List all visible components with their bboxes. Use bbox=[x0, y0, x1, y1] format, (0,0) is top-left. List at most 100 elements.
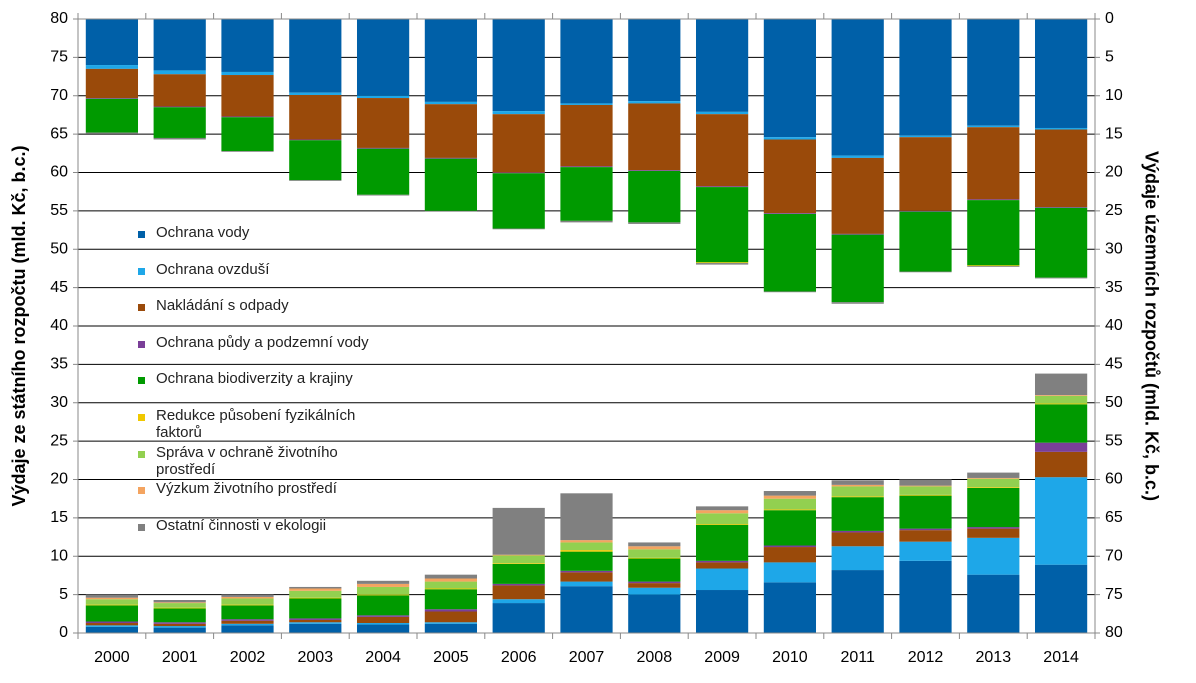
bar-segment-y2 bbox=[560, 19, 613, 104]
x-tick-label: 2003 bbox=[298, 649, 334, 666]
bar-segment bbox=[628, 587, 681, 595]
y-tick-label: 45 bbox=[50, 279, 68, 296]
legend-item: Redukce působení fyzikálních faktorů bbox=[138, 405, 378, 442]
bar-segment bbox=[289, 619, 342, 623]
bar-segment bbox=[424, 581, 478, 589]
bar-segment bbox=[492, 599, 545, 604]
bar-segment bbox=[831, 530, 884, 533]
y-tick-label: 75 bbox=[50, 49, 68, 66]
legend-item: Ochrana půdy a podzemní vody bbox=[138, 332, 378, 369]
bar-segment-y2 bbox=[695, 114, 749, 187]
x-tick-label: 2006 bbox=[501, 649, 537, 666]
bar-segment-y2 bbox=[695, 262, 749, 264]
legend-item: Ochrana ovzduší bbox=[138, 259, 378, 296]
bar-segment bbox=[695, 524, 749, 561]
legend-label: Ochrana vody bbox=[156, 224, 250, 241]
bar-segment-y2 bbox=[424, 19, 478, 102]
bar-segment-y2 bbox=[356, 95, 410, 99]
legend-label: Ochrana ovzduší bbox=[156, 260, 270, 278]
bar-segment bbox=[289, 597, 342, 599]
bar-segment-y2 bbox=[85, 98, 139, 99]
bar-segment bbox=[695, 568, 749, 591]
bar-segment-y2 bbox=[424, 101, 478, 105]
bar-segment bbox=[967, 487, 1020, 488]
bar-segment bbox=[153, 623, 206, 627]
bar-segment bbox=[221, 596, 274, 599]
y2-tick-label: 10 bbox=[1105, 87, 1123, 104]
bar-segment-y2 bbox=[153, 19, 206, 71]
bar-segment-y2 bbox=[221, 116, 274, 118]
bar-segment bbox=[967, 472, 1020, 478]
bar-segment bbox=[1034, 564, 1088, 633]
y2-tick-label: 45 bbox=[1105, 356, 1123, 373]
bar-segment bbox=[763, 562, 817, 583]
bar-segment bbox=[560, 493, 613, 541]
y-tick-label: 50 bbox=[50, 240, 68, 257]
bar-segment-y2 bbox=[85, 65, 139, 69]
bar-segment bbox=[221, 605, 274, 620]
legend-swatch bbox=[138, 267, 145, 275]
x-tick-label: 2002 bbox=[230, 649, 266, 666]
bar-segment bbox=[424, 623, 478, 633]
bar-segment bbox=[153, 626, 206, 628]
bar-segment bbox=[628, 542, 681, 547]
bar-segment bbox=[153, 603, 206, 608]
y2-tick-label: 50 bbox=[1105, 394, 1123, 411]
bar-segment-y2 bbox=[560, 166, 613, 168]
bar-segment bbox=[899, 485, 952, 487]
y-tick-label: 70 bbox=[50, 87, 68, 104]
legend-item: Výzkum životního prostředí bbox=[138, 478, 378, 515]
bar-segment bbox=[424, 574, 478, 579]
bar-segment bbox=[967, 527, 1020, 529]
bar-segment bbox=[153, 627, 206, 633]
bar-segment bbox=[492, 585, 545, 600]
bar-segment-y2 bbox=[763, 139, 817, 214]
bar-segment bbox=[221, 620, 274, 624]
y-tick-label: 0 bbox=[59, 624, 68, 641]
bar-segment bbox=[289, 622, 342, 624]
bar-segment-y2 bbox=[492, 111, 545, 115]
bar-segment bbox=[967, 478, 1020, 488]
bar-segment bbox=[85, 626, 139, 633]
bar-segment-y2 bbox=[899, 211, 952, 272]
bar-segment bbox=[153, 602, 206, 604]
y-tick-label: 20 bbox=[50, 471, 68, 488]
legend-label: Redukce působení fyzikálních faktorů bbox=[156, 406, 356, 441]
bar-segment bbox=[560, 570, 613, 573]
bar-segment bbox=[831, 570, 884, 633]
bar-segment-y2 bbox=[492, 114, 545, 173]
bar-segment-y2 bbox=[85, 68, 139, 99]
y2-tick-label: 80 bbox=[1105, 624, 1123, 641]
y2-axis-title: Výdaje územních rozpočtů (mld. Kč, b.c.) bbox=[1141, 151, 1161, 501]
bar-segment bbox=[1034, 451, 1088, 478]
bar-segment-y2 bbox=[424, 210, 478, 212]
bar-segment bbox=[356, 580, 410, 584]
y-tick-label: 65 bbox=[50, 125, 68, 142]
bar-segment bbox=[1034, 373, 1088, 396]
bar-segment bbox=[695, 506, 749, 511]
bar-segment bbox=[831, 546, 884, 571]
y-tick-label: 80 bbox=[50, 10, 68, 27]
bar-segment bbox=[289, 618, 342, 620]
legend-item: Nakládání s odpady bbox=[138, 295, 378, 332]
legend-item: Ochrana biodiverzity a krajiny bbox=[138, 368, 378, 405]
bar-segment-y2 bbox=[695, 186, 749, 188]
bar-segment-y2 bbox=[628, 101, 681, 104]
bar-segment-y2 bbox=[967, 266, 1020, 267]
bar-segment-y2 bbox=[85, 98, 139, 133]
legend-swatch bbox=[138, 450, 145, 458]
bar-segment bbox=[153, 607, 206, 609]
bar-segment-y2 bbox=[831, 19, 884, 156]
bar-segment bbox=[628, 557, 681, 559]
bar-segment-y2 bbox=[1034, 129, 1088, 208]
bar-segment bbox=[763, 547, 817, 563]
bar-segment bbox=[560, 572, 613, 582]
bar-segment bbox=[289, 590, 342, 598]
bar-segment-y2 bbox=[763, 137, 817, 140]
bar-segment bbox=[356, 615, 410, 617]
bar-segment-y2 bbox=[628, 103, 681, 171]
legend-item: Ochrana vody bbox=[138, 222, 378, 259]
bar-segment-y2 bbox=[899, 135, 952, 138]
bar-segment bbox=[85, 605, 139, 622]
